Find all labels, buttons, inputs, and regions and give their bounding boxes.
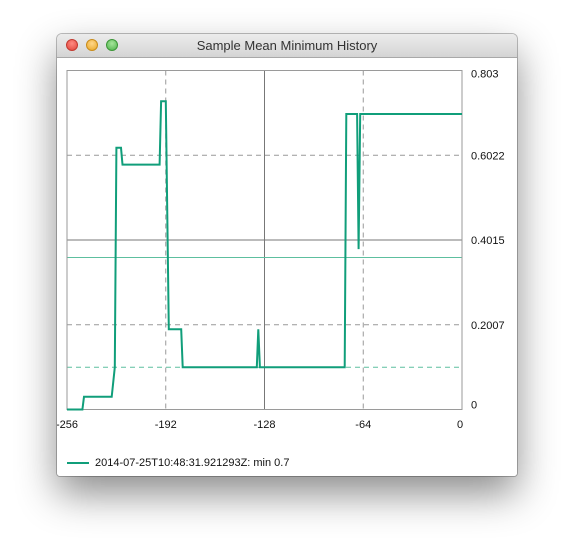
series-line xyxy=(67,100,462,411)
x-tick-label: -128 xyxy=(253,419,275,431)
y-tick-label: 0.4015 xyxy=(471,235,505,247)
y-tick-label: 0.6022 xyxy=(471,150,505,162)
series-layer xyxy=(67,100,462,411)
legend-series-swatch xyxy=(67,462,89,464)
y-axis-tick-labels: 0 0.2007 0.4015 0.6022 0.803 xyxy=(471,69,505,412)
zoom-window-button[interactable] xyxy=(106,39,118,51)
reference-lines xyxy=(67,70,462,410)
plot-frame xyxy=(66,70,463,410)
x-tick-label: -192 xyxy=(155,419,177,431)
x-tick-label: -256 xyxy=(57,419,78,431)
x-axis-tick-labels: -256 -192 -128 -64 0 xyxy=(57,419,463,431)
x-tick-label: 0 xyxy=(457,419,463,431)
legend: 2014-07-25T10:48:31.921293Z: min 0.7 xyxy=(67,456,289,470)
minimize-window-button[interactable] xyxy=(86,39,98,51)
y-tick-label: 0.803 xyxy=(471,69,499,81)
chart-area: -256 -192 -128 -64 0 0 0.2007 0.4015 0.6022 0.80… xyxy=(57,58,517,476)
chart-window: Sample Mean Minimum History -256 -192 -128… xyxy=(57,34,517,476)
close-window-button[interactable] xyxy=(66,39,78,51)
x-tick-label: -64 xyxy=(355,419,371,431)
legend-series-label: 2014-07-25T10:48:31.921293Z: min 0.7 xyxy=(95,457,290,469)
title-bar[interactable]: Sample Mean Minimum History xyxy=(57,34,517,58)
line-chart: -256 -192 -128 -64 0 0 0.2007 0.4015 0.6022 0.80… xyxy=(57,69,505,432)
window-title: Sample Mean Minimum History xyxy=(196,38,378,53)
y-tick-label: 0.2007 xyxy=(471,320,505,332)
y-tick-label: 0 xyxy=(471,400,477,412)
